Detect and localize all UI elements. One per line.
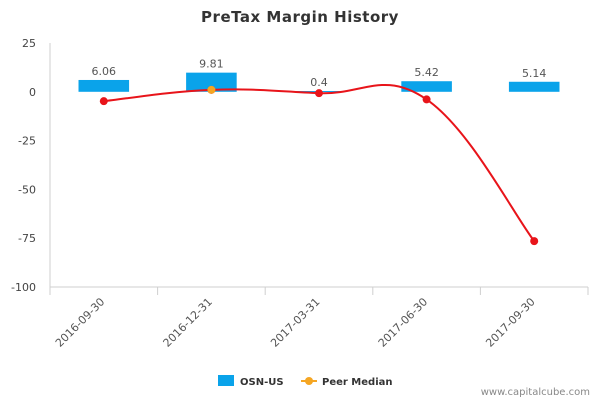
company-line: [103, 84, 535, 242]
peer-median-point: [207, 85, 216, 94]
x-tick-label: 2016-09-30: [53, 295, 107, 349]
legend: OSN-US Peer Median: [218, 375, 393, 388]
bar: [401, 81, 452, 92]
x-tick-label: 2017-06-30: [376, 295, 430, 349]
bar-value-label: 5.14: [522, 67, 547, 80]
x-tick-label: 2017-09-30: [483, 295, 537, 349]
y-tick-label: 0: [29, 86, 36, 99]
bar: [78, 79, 130, 92]
y-tick-label: -25: [18, 135, 36, 148]
bar-value-label: 6.06: [92, 65, 117, 78]
x-tick-label: 2017-03-31: [268, 295, 322, 349]
data-labels: 6.06 9.81 0.4 5.42 5.14: [92, 58, 547, 89]
bar-value-label: 5.42: [414, 66, 439, 79]
company-point: [99, 97, 108, 106]
legend-label: OSN-US: [240, 377, 284, 388]
company-point: [422, 95, 431, 104]
line-series: [99, 84, 539, 246]
chart-title: PreTax Margin History: [201, 8, 399, 26]
legend-label: Peer Median: [322, 377, 393, 388]
y-tick-label: -100: [11, 281, 36, 294]
x-tick-label: 2016-12-31: [161, 295, 215, 349]
y-tick-label: 25: [22, 37, 36, 50]
bar: [508, 81, 560, 92]
company-point: [530, 237, 539, 246]
bar-value-label: 0.4: [310, 76, 328, 89]
y-tick-label: -75: [18, 232, 36, 245]
y-tick-label: -50: [18, 183, 36, 196]
bar: [186, 72, 237, 92]
legend-swatch-point: [305, 377, 313, 385]
bar-value-label: 9.81: [199, 58, 224, 71]
legend-swatch-bar: [218, 375, 234, 386]
company-point: [315, 89, 323, 98]
source-credit: www.capitalcube.com: [481, 387, 590, 398]
